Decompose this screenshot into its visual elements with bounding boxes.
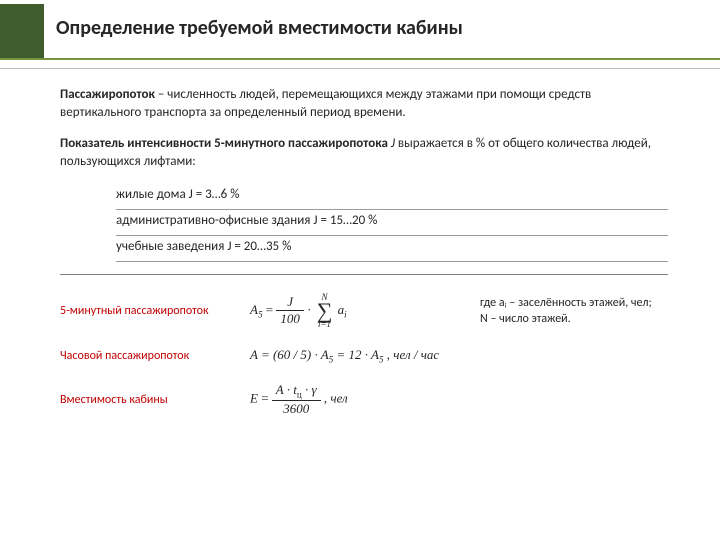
page-title: Определение требуемой вместимости кабины: [56, 16, 463, 40]
title-midline: [0, 68, 720, 69]
formula-a: A = (60 / 5) · A5 = 12 · A5 , чел / час: [250, 347, 550, 365]
body: Пассажиропоток – численность людей, пере…: [60, 86, 668, 417]
term-1: Пассажиропоток: [60, 87, 155, 102]
paragraph-passenger-flow: Пассажиропоток – численность людей, пере…: [60, 86, 668, 121]
divider: [60, 274, 668, 275]
value-list: жилые дома J = 3…6 % административно-офи…: [116, 184, 668, 262]
row-explain: где aᵢ – заселённость этажей, чел; N – ч…: [480, 295, 668, 327]
title-accent: [0, 4, 44, 58]
title-underline: [0, 58, 720, 60]
formula-row-5min: 5-минутный пассажиропоток A5 = J100 · N …: [60, 293, 668, 329]
term-2-var: J: [388, 136, 398, 151]
formula-row-capacity: Вместимость кабины E = A · tц · γ 3600 ,…: [60, 382, 668, 417]
formula-e: E = A · tц · γ 3600 , чел: [250, 382, 550, 417]
list-item: жилые дома J = 3…6 %: [116, 184, 668, 210]
formula-a5: A5 = J100 · N ∑ i=1 ai: [250, 293, 480, 329]
paragraph-intensity: Показатель интенсивности 5-минутного пас…: [60, 135, 668, 170]
list-item: административно-офисные здания J = 15…20…: [116, 210, 668, 236]
row-label: 5-минутный пассажиропоток: [60, 304, 250, 318]
term-2: Показатель интенсивности 5-минутного пас…: [60, 136, 388, 151]
row-label: Вместимость кабины: [60, 393, 250, 407]
formula-row-hour: Часовой пассажиропоток A = (60 / 5) · A5…: [60, 347, 668, 365]
row-label: Часовой пассажиропоток: [60, 349, 250, 363]
list-item: учебные заведения J = 20…35 %: [116, 236, 668, 262]
